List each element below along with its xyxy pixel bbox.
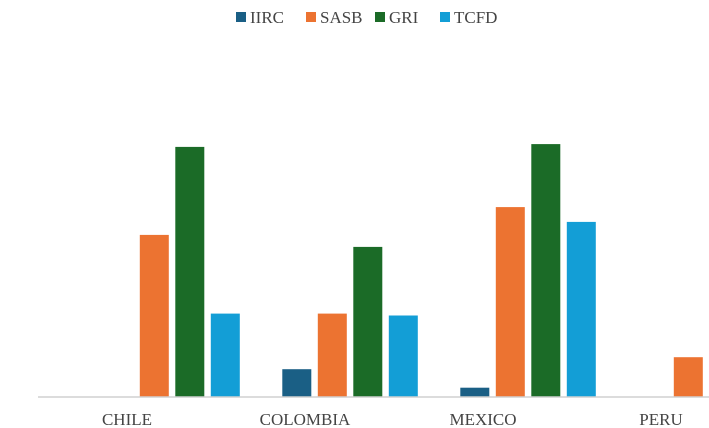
bar-chile-gri [175, 146, 205, 397]
x-tick-label-colombia: COLOMBIA [260, 410, 351, 428]
legend-label-tcfd: TCFD [454, 8, 497, 27]
bar-colombia-gri [353, 246, 383, 397]
bar-chile-sasb [139, 234, 169, 397]
legend-swatch-tcfd [440, 12, 450, 22]
x-tick-label-mexico: MEXICO [449, 410, 516, 428]
bar-chile-tcfd [210, 313, 240, 397]
legend-label-sasb: SASB [320, 8, 363, 27]
legend-swatch-gri [375, 12, 385, 22]
x-axis-ticks: CHILE COLOMBIA MEXICO PERU [102, 410, 683, 428]
legend-label-gri: GRI [389, 8, 419, 27]
bars-group [139, 144, 703, 397]
bar-colombia-iirc [282, 369, 312, 397]
bar-colombia-sasb [317, 313, 347, 397]
bar-mexico-gri [531, 144, 561, 397]
bar-peru-sasb [673, 357, 703, 397]
legend-swatch-sasb [306, 12, 316, 22]
bar-mexico-sasb [495, 207, 525, 397]
x-tick-label-peru: PERU [639, 410, 682, 428]
bar-mexico-tcfd [566, 221, 596, 397]
chart-legend: IIRC SASB GRI TCFD [236, 8, 497, 27]
x-tick-label-chile: CHILE [102, 410, 152, 428]
legend-swatch-iirc [236, 12, 246, 22]
legend-label-iirc: IIRC [250, 8, 284, 27]
bar-mexico-iirc [460, 387, 490, 397]
bar-colombia-tcfd [388, 315, 418, 397]
